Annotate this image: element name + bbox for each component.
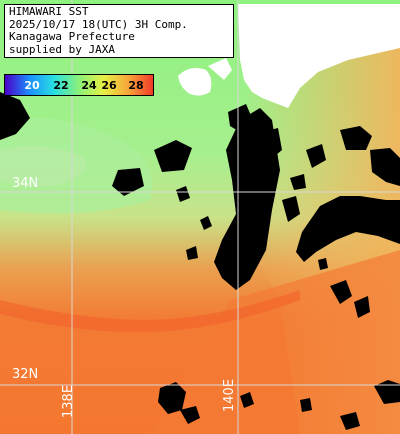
title-box: HIMAWARI SST 2025/10/17 18(UTC) 3H Comp.…	[4, 4, 234, 58]
legend-tick-22: 22	[53, 79, 69, 92]
lat-label-32n: 32N	[12, 367, 39, 382]
legend-tick-28: 28	[128, 79, 144, 92]
title-credit: supplied by JAXA	[9, 42, 115, 56]
legend-tick-26: 26	[101, 79, 117, 92]
color-legend: 20 22 24 26 28	[4, 74, 154, 96]
legend-tick-20: 20	[24, 79, 40, 92]
title-region: Kanagawa Prefecture	[9, 30, 135, 43]
legend-tick-24: 24	[81, 79, 97, 92]
lat-label-34n: 34N	[12, 176, 39, 191]
cloud-mask	[0, 92, 400, 430]
title-datetime: 2025/10/17 18(UTC) 3H Comp.	[9, 17, 188, 31]
land-mass	[178, 4, 400, 108]
lon-label-140e: 140E	[222, 378, 237, 412]
title-product: HIMAWARI SST	[9, 5, 89, 18]
lon-label-138e: 138E	[61, 384, 76, 418]
legend-color-bar	[5, 75, 153, 95]
